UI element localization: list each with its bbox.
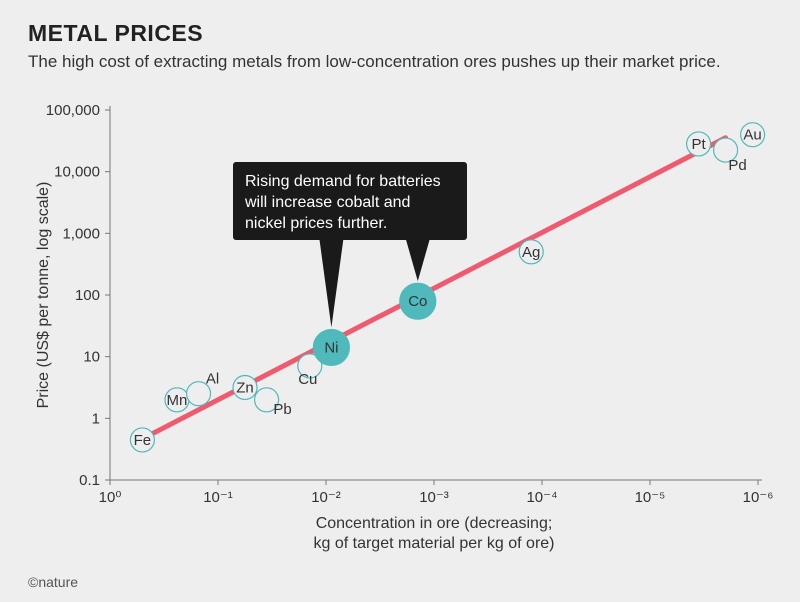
x-tick-label: 10⁻⁴	[526, 489, 557, 506]
data-point-label-Al: Al	[206, 371, 219, 388]
chart-plot-area: 0.1 1 10 100 1,000 10,000 100,000 10⁰ 10⁻¹ 10⁻² 10…	[28, 100, 772, 562]
x-tick-label: 10⁻⁶	[743, 489, 774, 506]
data-point-label-Mn: Mn	[167, 392, 188, 409]
data-point-label-Ag: Ag	[522, 244, 540, 261]
chart-subtitle: The high cost of extracting metals from …	[28, 51, 728, 74]
y-tick-label: 10,000	[54, 164, 100, 181]
data-point-label-Au: Au	[743, 127, 761, 144]
y-tick-label: 1	[92, 410, 100, 427]
chart-title: METAL PRICES	[28, 20, 772, 47]
y-tick-label: 100,000	[46, 102, 100, 119]
y-tick-label: 100	[75, 287, 100, 304]
callout-text-line: Rising demand for batteries	[245, 173, 441, 190]
source-credit: ©nature	[28, 574, 78, 590]
chart-svg: 0.1 1 10 100 1,000 10,000 100,000 10⁰ 10⁻¹ 10⁻² 10…	[28, 100, 772, 562]
data-point-label-Zn: Zn	[236, 380, 254, 397]
x-axis-label-1: Concentration in ore (decreasing;	[316, 515, 553, 532]
x-tick-label: 10⁰	[99, 489, 122, 506]
data-point-label-Fe: Fe	[134, 432, 152, 449]
y-tick-label: 10	[83, 349, 100, 366]
y-tick-label: 1,000	[62, 225, 100, 242]
data-point-label-Pt: Pt	[692, 136, 707, 153]
callout-pointer	[406, 239, 430, 281]
data-point-label-Cu: Cu	[298, 371, 317, 388]
y-axis-label: Price (US$ per tonne, log scale)	[35, 182, 52, 409]
data-point-label-Pb: Pb	[273, 401, 291, 418]
callout-text-line: will increase cobalt and	[244, 194, 410, 211]
x-axis-label-2: kg of target material per kg of ore)	[314, 535, 555, 552]
callout-pointer	[319, 239, 343, 327]
x-tick-label: 10⁻³	[419, 489, 449, 506]
x-tick-label: 10⁻⁵	[635, 489, 666, 506]
data-point-label-Co: Co	[408, 293, 427, 310]
data-point-label-Pd: Pd	[728, 157, 746, 174]
y-tick-label: 0.1	[79, 472, 100, 489]
x-tick-label: 10⁻¹	[203, 489, 233, 506]
x-tick-label: 10⁻²	[311, 489, 341, 506]
chart-container: METAL PRICES The high cost of extracting…	[0, 0, 800, 602]
data-point-label-Ni: Ni	[324, 339, 338, 356]
callout-text-line: nickel prices further.	[245, 215, 387, 232]
